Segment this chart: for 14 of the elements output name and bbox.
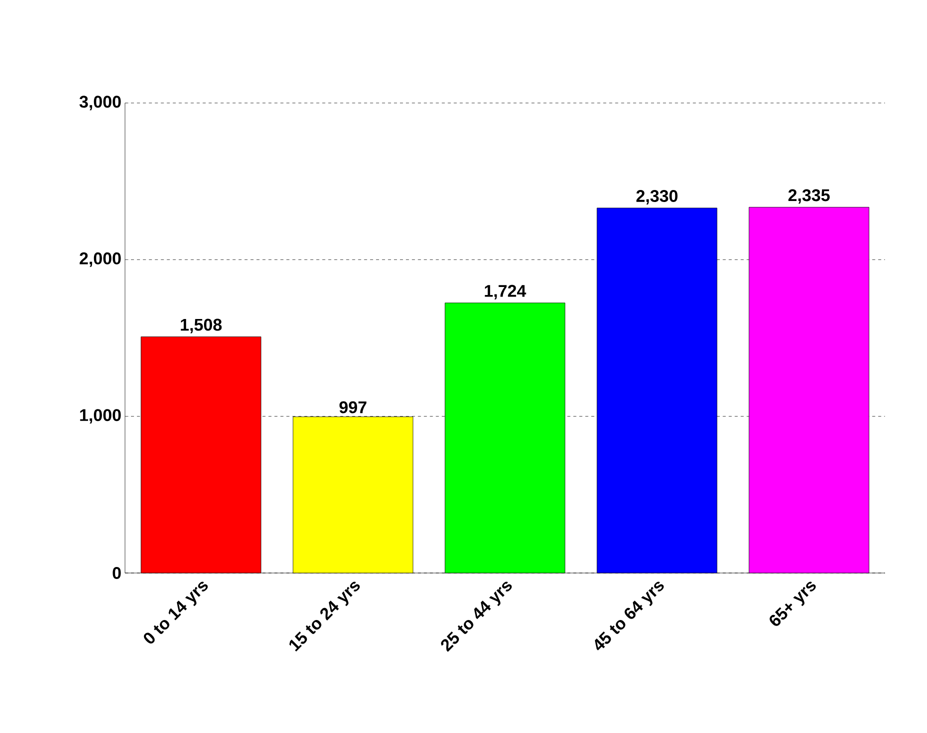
data-label: 2,335 <box>788 189 830 204</box>
data-label: 2,330 <box>636 190 678 204</box>
data-label: 997 <box>339 401 366 414</box>
data-label: 1,508 <box>180 318 222 334</box>
data-label: 1,724 <box>484 284 526 300</box>
y-tick-label: 2,000 <box>80 252 121 267</box>
x-tick-label: 0 to 14 yrs <box>144 582 208 644</box>
y-tick-label: 1,000 <box>80 409 121 424</box>
x-tick-label: 45 to 64 yrs <box>594 582 664 650</box>
x-tick-label: 65+ yrs <box>770 582 816 626</box>
y-tick-label: 0 <box>112 567 121 579</box>
y-tick-label: 3,000 <box>79 96 121 110</box>
x-tick-label: 15 to 24 yrs <box>289 582 360 652</box>
x-tick-label: 25 to 44 yrs <box>441 582 512 652</box>
